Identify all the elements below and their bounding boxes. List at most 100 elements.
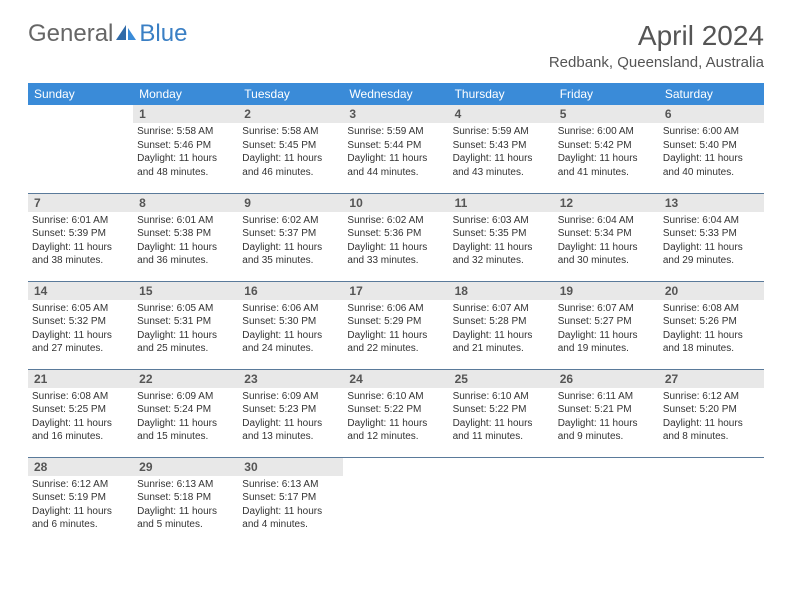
day-number: 16 [238,282,343,300]
day-body: Sunrise: 6:02 AMSunset: 5:36 PMDaylight:… [343,212,448,272]
day-number: 11 [449,194,554,212]
sunrise-line: Sunrise: 6:00 AM [558,125,655,139]
day-number: 6 [659,105,764,123]
sunrise-line: Sunrise: 6:12 AM [663,390,760,404]
sunrise-line: Sunrise: 6:05 AM [137,302,234,316]
daylight-line: Daylight: 11 hours and 9 minutes. [558,417,655,444]
sunset-line: Sunset: 5:39 PM [32,227,129,241]
month-title: April 2024 [549,20,764,52]
day-body: Sunrise: 6:03 AMSunset: 5:35 PMDaylight:… [449,212,554,272]
daylight-line: Daylight: 11 hours and 13 minutes. [242,417,339,444]
daylight-line: Daylight: 11 hours and 43 minutes. [453,152,550,179]
sunrise-line: Sunrise: 6:00 AM [663,125,760,139]
day-body: Sunrise: 6:06 AMSunset: 5:30 PMDaylight:… [238,300,343,360]
calendar-cell: 30Sunrise: 6:13 AMSunset: 5:17 PMDayligh… [238,457,343,545]
sunset-line: Sunset: 5:30 PM [242,315,339,329]
calendar-cell: 29Sunrise: 6:13 AMSunset: 5:18 PMDayligh… [133,457,238,545]
calendar-row: 7 Sunrise: 6:01 AMSunset: 5:39 PM Daylight… [28,193,764,281]
daylight-line: Daylight: 11 hours and 30 minutes. [558,241,655,268]
calendar-body: 1Sunrise: 5:58 AMSunset: 5:46 PMDaylight… [28,105,764,545]
daylight-line: Daylight: 11 hours and 11 minutes. [453,417,550,444]
calendar-cell: 1Sunrise: 5:58 AMSunset: 5:46 PMDaylight… [133,105,238,193]
day-number: 30 [238,458,343,476]
daylight-line: Daylight: 11 hours and 12 minutes. [347,417,444,444]
daylight-line: Daylight: 11 hours and 44 minutes. [347,152,444,179]
daylight-line: Daylight: 11 hours and 25 minutes. [137,329,234,356]
sunset-line: Sunset: 5:43 PM [453,139,550,153]
calendar-row: 28Sunrise: 6:12 AMSunset: 5:19 PMDayligh… [28,457,764,545]
sunrise-line: Sunrise: 6:08 AM [663,302,760,316]
day-number: 25 [449,370,554,388]
sunset-line: Sunset: 5:17 PM [242,491,339,505]
calendar-cell [343,457,448,545]
sunrise-line: Sunrise: 6:09 AM [137,390,234,404]
sunrise-line: Sunrise: 6:10 AM [453,390,550,404]
sunset-line: Sunset: 5:22 PM [453,403,550,417]
daylight-line: Daylight: 11 hours and 21 minutes. [453,329,550,356]
daylight-line: Daylight: 11 hours and 32 minutes. [453,241,550,268]
sunrise-line: Sunrise: 6:02 AM [242,214,339,228]
calendar-cell: 15Sunrise: 6:05 AMSunset: 5:31 PMDayligh… [133,281,238,369]
calendar-cell: 22Sunrise: 6:09 AMSunset: 5:24 PMDayligh… [133,369,238,457]
sunrise-line: Sunrise: 6:01 AM [32,214,129,228]
sunrise-line: Sunrise: 6:05 AM [32,302,129,316]
sunset-line: Sunset: 5:25 PM [32,403,129,417]
calendar-cell [449,457,554,545]
sunset-line: Sunset: 5:22 PM [347,403,444,417]
calendar-cell: 28Sunrise: 6:12 AMSunset: 5:19 PMDayligh… [28,457,133,545]
daylight-line: Daylight: 11 hours and 24 minutes. [242,329,339,356]
sunset-line: Sunset: 5:29 PM [347,315,444,329]
daylight-line: Daylight: 11 hours and 18 minutes. [663,329,760,356]
day-body: Sunrise: 6:04 AMSunset: 5:33 PMDaylight:… [659,212,764,272]
sunset-line: Sunset: 5:18 PM [137,491,234,505]
day-number: 17 [343,282,448,300]
day-number: 7 [28,194,133,212]
day-number: 29 [133,458,238,476]
day-number: 24 [343,370,448,388]
calendar-cell: 3Sunrise: 5:59 AMSunset: 5:44 PMDaylight… [343,105,448,193]
sunset-line: Sunset: 5:20 PM [663,403,760,417]
sunset-line: Sunset: 5:28 PM [453,315,550,329]
day-number: 3 [343,105,448,123]
logo-text-general: General [28,20,113,48]
sunset-line: Sunset: 5:33 PM [663,227,760,241]
calendar-cell [28,105,133,193]
sunrise-line: Sunrise: 6:03 AM [453,214,550,228]
calendar-cell: 4Sunrise: 5:59 AMSunset: 5:43 PMDaylight… [449,105,554,193]
daylight-line: Daylight: 11 hours and 40 minutes. [663,152,760,179]
calendar-cell: 27Sunrise: 6:12 AMSunset: 5:20 PMDayligh… [659,369,764,457]
sunrise-line: Sunrise: 6:07 AM [453,302,550,316]
day-body: Sunrise: 6:13 AMSunset: 5:17 PMDaylight:… [238,476,343,536]
day-body: Sunrise: 6:10 AMSunset: 5:22 PMDaylight:… [449,388,554,448]
day-number: 2 [238,105,343,123]
sunset-line: Sunset: 5:23 PM [242,403,339,417]
calendar-cell: 6Sunrise: 6:00 AMSunset: 5:40 PMDaylight… [659,105,764,193]
calendar-cell [554,457,659,545]
day-number: 10 [343,194,448,212]
weekday-header: Tuesday [238,83,343,105]
sunset-line: Sunset: 5:37 PM [242,227,339,241]
calendar-row: 14Sunrise: 6:05 AMSunset: 5:32 PMDayligh… [28,281,764,369]
daylight-line: Daylight: 11 hours and 29 minutes. [663,241,760,268]
day-number: 18 [449,282,554,300]
sunrise-line: Sunrise: 6:10 AM [347,390,444,404]
day-body: Sunrise: 6:12 AMSunset: 5:20 PMDaylight:… [659,388,764,448]
day-body: Sunrise: 6:13 AMSunset: 5:18 PMDaylight:… [133,476,238,536]
calendar-cell: 17Sunrise: 6:06 AMSunset: 5:29 PMDayligh… [343,281,448,369]
day-body: Sunrise: 5:59 AMSunset: 5:43 PMDaylight:… [449,123,554,183]
day-body: Sunrise: 6:09 AMSunset: 5:24 PMDaylight:… [133,388,238,448]
daylight-line: Daylight: 11 hours and 4 minutes. [242,505,339,532]
calendar-head: SundayMondayTuesdayWednesdayThursdayFrid… [28,83,764,105]
daylight-line: Daylight: 11 hours and 8 minutes. [663,417,760,444]
daylight-line: Daylight: 11 hours and 27 minutes. [32,329,129,356]
daylight-line: Daylight: 11 hours and 41 minutes. [558,152,655,179]
calendar-cell: 5Sunrise: 6:00 AMSunset: 5:42 PMDaylight… [554,105,659,193]
day-body: Sunrise: 6:12 AMSunset: 5:19 PMDaylight:… [28,476,133,536]
calendar-cell: 7Sunrise: 6:01 AMSunset: 5:39 PMDaylight… [28,193,133,281]
calendar-cell: 2Sunrise: 5:58 AMSunset: 5:45 PMDaylight… [238,105,343,193]
day-number: 27 [659,370,764,388]
day-number: 20 [659,282,764,300]
sunrise-line: Sunrise: 6:08 AM [32,390,129,404]
day-number: 14 [28,282,133,300]
calendar: SundayMondayTuesdayWednesdayThursdayFrid… [28,83,764,545]
